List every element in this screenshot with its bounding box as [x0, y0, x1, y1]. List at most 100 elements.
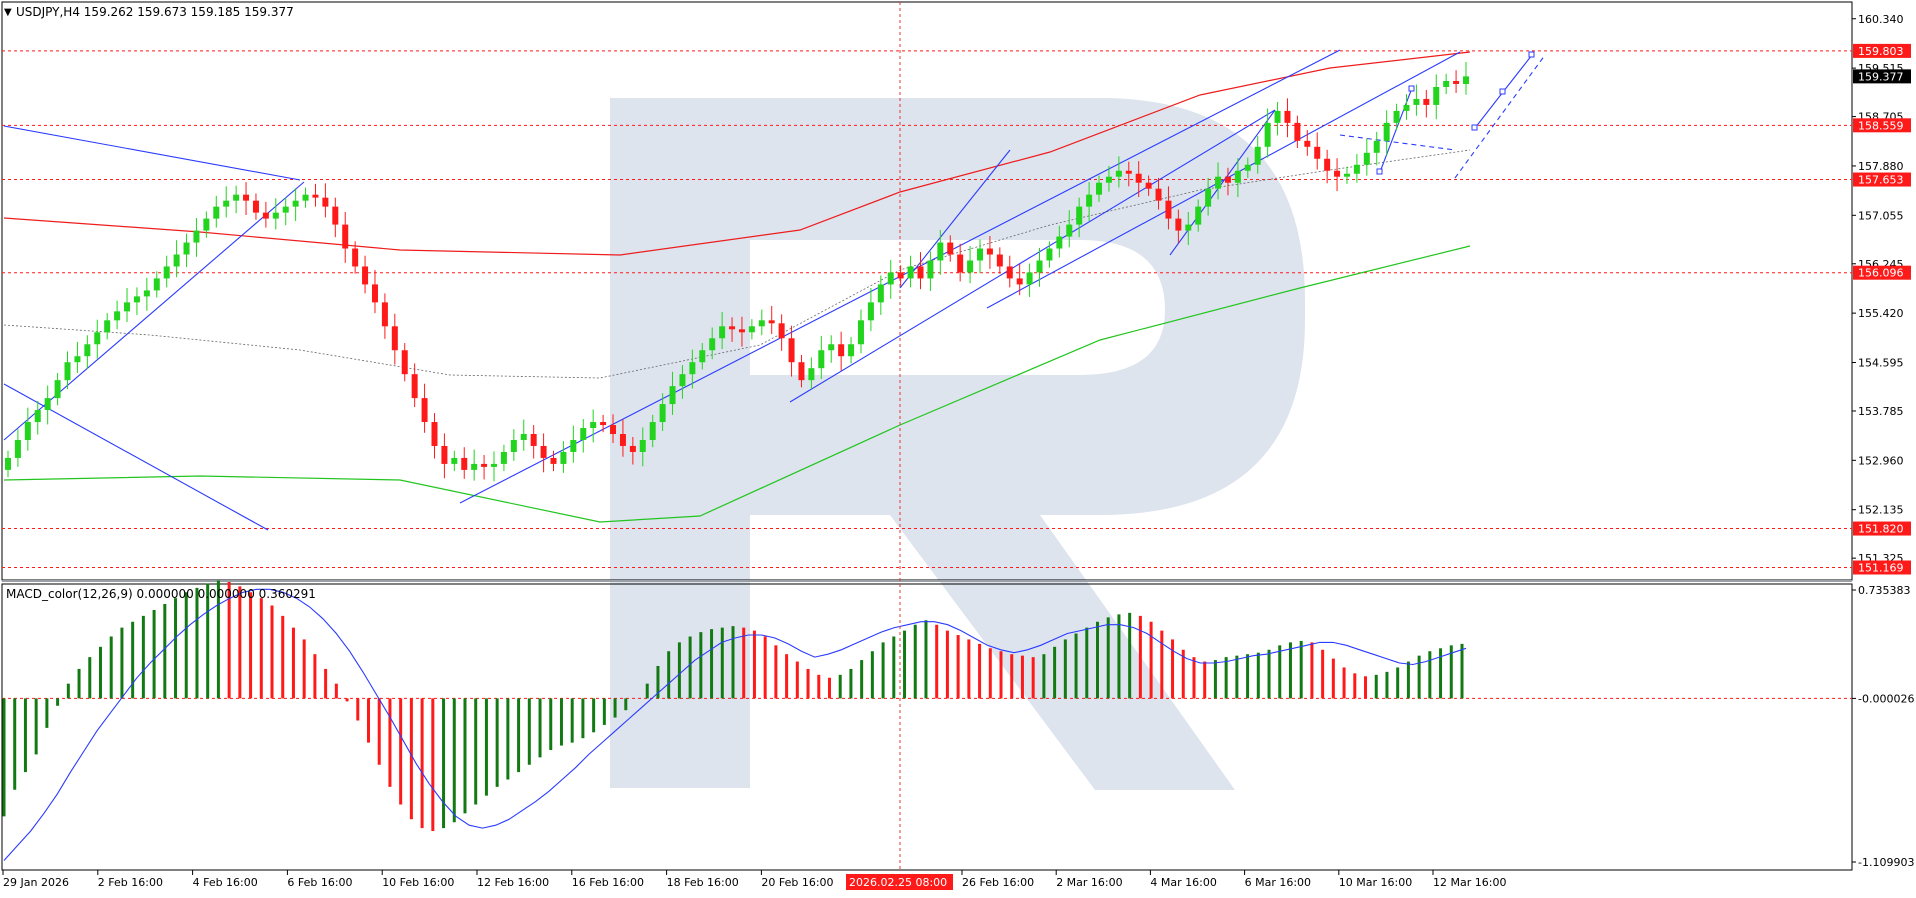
candle-body-59: [590, 422, 597, 429]
candle-body-8: [84, 344, 91, 357]
level-price-badge: [1853, 265, 1911, 280]
candle-body-126: [1254, 146, 1261, 165]
candle-body-85: [848, 344, 855, 357]
time-tick-label: 6 Feb 16:00: [287, 876, 352, 889]
candle-body-60: [600, 422, 607, 426]
macd-tick-label: -1.109903: [1858, 856, 1914, 869]
candle-body-63: [629, 445, 636, 452]
candle-body-111: [1105, 176, 1112, 183]
candle-body-114: [1135, 173, 1142, 183]
candle-body-96: [957, 254, 964, 273]
level-price-label: 159.803: [1858, 45, 1904, 58]
candle-body-6: [64, 362, 71, 381]
crosshair-time-label: 2026.02.25 08:00: [849, 876, 947, 889]
candle-body-109: [1086, 194, 1093, 207]
candle-body-40: [401, 350, 408, 375]
candle-body-112: [1115, 170, 1122, 177]
candle-body-26: [262, 212, 269, 219]
symbol-menu-arrow[interactable]: ▼: [4, 7, 12, 18]
candle-body-72: [719, 326, 726, 339]
price-tick-label: 160.340: [1858, 13, 1904, 26]
candle-body-61: [610, 425, 617, 435]
candle-body-133: [1324, 158, 1331, 171]
candle-body-51: [510, 439, 517, 452]
current-price-badge: [1853, 69, 1911, 84]
candle-body-146: [1453, 80, 1460, 84]
watermark-logo: [610, 98, 1305, 790]
moving-average-green: [3, 245, 1471, 523]
candle-body-145: [1443, 80, 1450, 87]
candle-body-110: [1096, 182, 1103, 195]
candle-body-137: [1363, 152, 1370, 165]
candle-body-46: [461, 457, 468, 470]
candle-body-2: [24, 422, 31, 440]
candle-body-106: [1056, 236, 1063, 249]
candle-body-22: [223, 200, 230, 207]
candle-body-29: [292, 200, 299, 207]
candle-body-92: [917, 266, 924, 279]
candle-body-53: [530, 434, 537, 446]
level-price-badge: [1853, 560, 1911, 575]
price-tick-label: 157.055: [1858, 209, 1904, 222]
time-tick-label: 2 Feb 16:00: [98, 876, 163, 889]
candle-body-47: [471, 463, 478, 470]
candle-body-49: [491, 463, 497, 467]
candle-body-100: [996, 254, 1003, 267]
level-price-badge: [1853, 43, 1911, 58]
candle-body-141: [1403, 104, 1410, 111]
time-tick-label: 10 Mar 16:00: [1339, 876, 1412, 889]
candle-body-94: [937, 242, 944, 261]
candle-body-144: [1433, 86, 1440, 105]
candle-body-55: [550, 457, 557, 464]
candle-body-105: [1046, 248, 1053, 261]
candle-body-37: [371, 284, 378, 303]
candle-body-122: [1215, 176, 1222, 189]
level-price-label: 156.096: [1858, 267, 1904, 280]
candle-body-39: [391, 326, 398, 351]
candle-body-125: [1244, 164, 1251, 171]
candle-body-50: [500, 451, 507, 464]
candle-body-23: [233, 194, 240, 201]
candle-body-113: [1125, 170, 1132, 174]
candle-body-140: [1393, 110, 1400, 123]
candle-body-118: [1175, 218, 1182, 231]
candle-body-42: [421, 398, 428, 423]
level-price-badge: [1853, 172, 1911, 187]
candle-body-89: [887, 272, 894, 285]
candle-body-84: [838, 344, 845, 357]
time-tick-label: 12 Mar 16:00: [1433, 876, 1506, 889]
candle-body-34: [342, 224, 349, 249]
candle-body-44: [441, 445, 448, 464]
candle-body-98: [977, 248, 983, 261]
candle-body-41: [411, 374, 418, 399]
candle-body-3: [34, 410, 41, 423]
candle-body-16: [163, 266, 170, 279]
candle-body-56: [560, 451, 567, 464]
price-tick-label: 155.420: [1858, 307, 1904, 320]
candle-body-120: [1195, 206, 1202, 225]
candle-body-71: [709, 338, 716, 351]
candle-body-27: [272, 212, 279, 219]
candle-body-142: [1413, 98, 1420, 105]
candle-body-33: [332, 206, 339, 225]
candle-body-119: [1185, 224, 1192, 231]
candle-body-143: [1423, 98, 1430, 105]
level-price-label: 157.653: [1858, 174, 1904, 187]
candle-body-58: [580, 428, 587, 440]
candle-body-21: [213, 206, 220, 219]
candle-body-93: [927, 260, 934, 279]
candle-body-130: [1294, 122, 1301, 141]
candle-body-24: [243, 194, 250, 201]
candle-body-12: [124, 302, 131, 312]
moving-average-red: [3, 51, 1471, 256]
candle-body-83: [828, 344, 835, 351]
candle-body-0: [5, 457, 11, 470]
time-tick-label: 20 Feb 16:00: [761, 876, 833, 889]
candle-body-131: [1304, 140, 1311, 147]
candle-body-11: [114, 311, 121, 321]
candle-body-48: [481, 463, 488, 467]
candle-body-134: [1334, 170, 1341, 177]
time-tick-label: 2 Mar 16:00: [1056, 876, 1122, 889]
